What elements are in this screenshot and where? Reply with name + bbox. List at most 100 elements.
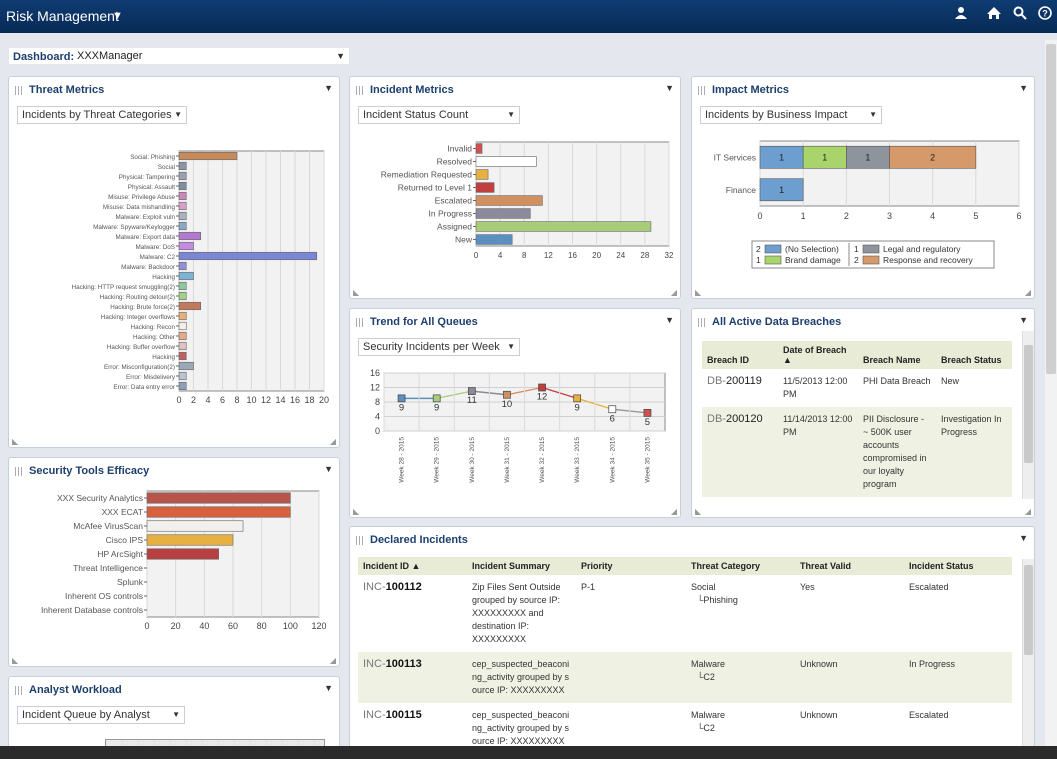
column-header-sorted[interactable]: Incident ID ▲ bbox=[358, 557, 467, 575]
column-header[interactable]: Priority bbox=[576, 557, 686, 575]
bar bbox=[178, 241, 194, 251]
search-icon[interactable] bbox=[1011, 6, 1029, 25]
legend-swatch bbox=[764, 255, 782, 265]
column-header[interactable]: Breach ID bbox=[702, 341, 778, 369]
drag-handle-icon[interactable] bbox=[356, 535, 365, 545]
incident-id[interactable]: 100115 bbox=[385, 709, 422, 721]
category-label: HP ArcSight bbox=[97, 549, 143, 559]
category-label: Hacking: Recon bbox=[131, 324, 176, 331]
column-header[interactable]: Incident Summary bbox=[467, 557, 576, 575]
incident-id[interactable]: 100112 bbox=[385, 581, 422, 593]
resize-icon[interactable]: ◢ bbox=[670, 288, 677, 297]
resize-left-icon[interactable]: ◣ bbox=[353, 507, 360, 516]
column-header[interactable]: Breach Name bbox=[858, 341, 936, 369]
x-tick-label: Week 29 - 2015 bbox=[434, 437, 441, 483]
panel-menu-chevron-down-icon[interactable]: ▼ bbox=[665, 315, 674, 325]
resize-icon[interactable]: ◢ bbox=[329, 437, 336, 446]
impact-select[interactable]: Incidents by Business Impact ▼ bbox=[700, 106, 882, 124]
x-tick-label: 16 bbox=[290, 395, 300, 405]
column-header[interactable]: Incident Status bbox=[904, 557, 1012, 575]
bar bbox=[178, 161, 187, 171]
panel-menu-chevron-down-icon[interactable]: ▼ bbox=[665, 83, 674, 93]
page-scrollbar-thumb[interactable] bbox=[1046, 44, 1056, 374]
y-tick-label: 4 bbox=[375, 412, 380, 422]
breach-id[interactable]: 200120 bbox=[725, 413, 763, 425]
table-row[interactable]: DB-200120 11/14/2013 12:00 PM PII Disclo… bbox=[702, 407, 1012, 497]
category-label: Splunk bbox=[117, 577, 144, 587]
home-icon[interactable] bbox=[985, 6, 1003, 25]
dashboard-select[interactable]: Dashboard: XXXManager ▼ bbox=[8, 47, 350, 65]
table-row[interactable]: DB-200119 11/5/2013 12:00 PM PHI Data Br… bbox=[702, 369, 1012, 407]
x-tick-label: 0 bbox=[757, 211, 762, 221]
select-value: Incidents by Threat Categories bbox=[22, 109, 172, 121]
category-label: Finance bbox=[726, 185, 757, 195]
column-header[interactable]: Threat Valid bbox=[795, 557, 904, 575]
x-tick-label: 8 bbox=[234, 395, 239, 405]
scrollbar-thumb[interactable] bbox=[1024, 345, 1033, 463]
resize-icon[interactable]: ◢ bbox=[1024, 507, 1031, 516]
select-value: Incident Status Count bbox=[363, 109, 469, 121]
panel-menu-chevron-down-icon[interactable]: ▼ bbox=[324, 464, 333, 474]
legend-label: Response and recovery bbox=[883, 255, 974, 265]
breaches-scrollbar[interactable] bbox=[1022, 331, 1034, 499]
category-label: Misuse: Data mishandling bbox=[103, 204, 176, 211]
data-breaches-panel: All Active Data Breaches ▼ Breach ID Dat… bbox=[691, 308, 1035, 518]
x-tick-label: 40 bbox=[199, 621, 209, 631]
page-scrollbar[interactable] bbox=[1045, 40, 1057, 746]
drag-handle-icon[interactable] bbox=[15, 466, 24, 476]
x-tick-label: 0 bbox=[474, 251, 479, 260]
declared-scrollbar[interactable] bbox=[1022, 559, 1034, 755]
help-icon[interactable]: ? bbox=[1036, 6, 1054, 25]
app-title[interactable]: Risk Management bbox=[6, 8, 119, 24]
threat-select[interactable]: Incidents by Threat Categories ▼ bbox=[17, 106, 187, 124]
drag-handle-icon[interactable] bbox=[698, 85, 707, 95]
resize-left-icon[interactable]: ◣ bbox=[695, 507, 702, 516]
drag-handle-icon[interactable] bbox=[698, 317, 707, 327]
scrollbar-thumb[interactable] bbox=[1024, 565, 1033, 655]
panel-menu-chevron-down-icon[interactable]: ▼ bbox=[1019, 83, 1028, 93]
column-header-sorted[interactable]: Date of Breach ▲ bbox=[778, 341, 858, 369]
resize-icon[interactable]: ◢ bbox=[1024, 288, 1031, 297]
table-row[interactable]: INC-100115 cep_suspected_beaconing_activ… bbox=[358, 703, 1012, 754]
category-label: Error: Misconfiguration(2) bbox=[104, 364, 175, 371]
trend-select[interactable]: Security Incidents per Week ▼ bbox=[358, 338, 520, 356]
resize-icon[interactable]: ◢ bbox=[329, 656, 336, 665]
user-icon[interactable] bbox=[952, 6, 970, 25]
id-prefix: INC- bbox=[363, 658, 386, 670]
category-label: Malware: Export data bbox=[116, 234, 176, 241]
category-label: Malware: Spyware/Keylogger bbox=[93, 224, 175, 231]
drag-handle-icon[interactable] bbox=[356, 85, 365, 95]
table-row[interactable]: INC-100113 cep_suspected_beaconing_activ… bbox=[358, 652, 1012, 703]
data-label: 9 bbox=[399, 402, 404, 413]
panel-menu-chevron-down-icon[interactable]: ▼ bbox=[324, 683, 333, 693]
threat-subcategory: C2 bbox=[703, 672, 715, 682]
resize-left-icon[interactable]: ◣ bbox=[695, 288, 702, 297]
drag-handle-icon[interactable] bbox=[356, 317, 365, 327]
category-label: XXX ECAT bbox=[102, 507, 143, 517]
breach-id[interactable]: 200119 bbox=[725, 375, 762, 387]
incident-id[interactable]: 100113 bbox=[385, 658, 422, 670]
bar bbox=[178, 311, 187, 321]
app-menu-chevron-down-icon[interactable]: ▼ bbox=[112, 10, 123, 22]
data-point bbox=[643, 409, 652, 417]
analyst-select[interactable]: Incident Queue by Analyst ▼ bbox=[17, 706, 185, 724]
panel-menu-chevron-down-icon[interactable]: ▼ bbox=[1019, 533, 1028, 543]
bar bbox=[178, 301, 202, 311]
data-point bbox=[432, 394, 441, 403]
incident-select[interactable]: Incident Status Count ▼ bbox=[358, 106, 520, 124]
drag-handle-icon[interactable] bbox=[15, 685, 24, 695]
resize-left-icon[interactable]: ◣ bbox=[12, 437, 19, 446]
drag-handle-icon[interactable] bbox=[15, 85, 24, 95]
category-label: Resolved bbox=[437, 157, 473, 167]
resize-icon[interactable]: ◢ bbox=[670, 507, 677, 516]
panel-menu-chevron-down-icon[interactable]: ▼ bbox=[324, 83, 333, 93]
x-tick-label: 4 bbox=[205, 395, 210, 405]
table-row[interactable]: INC-100112 Zip Files Sent Outside groupe… bbox=[358, 575, 1012, 652]
x-tick-label: 2 bbox=[191, 395, 196, 405]
panel-menu-chevron-down-icon[interactable]: ▼ bbox=[1019, 315, 1028, 325]
resize-left-icon[interactable]: ◣ bbox=[353, 288, 360, 297]
column-header[interactable]: Threat Category bbox=[686, 557, 795, 575]
column-header[interactable]: Breach Status bbox=[936, 341, 1012, 369]
resize-left-icon[interactable]: ◣ bbox=[12, 656, 19, 665]
